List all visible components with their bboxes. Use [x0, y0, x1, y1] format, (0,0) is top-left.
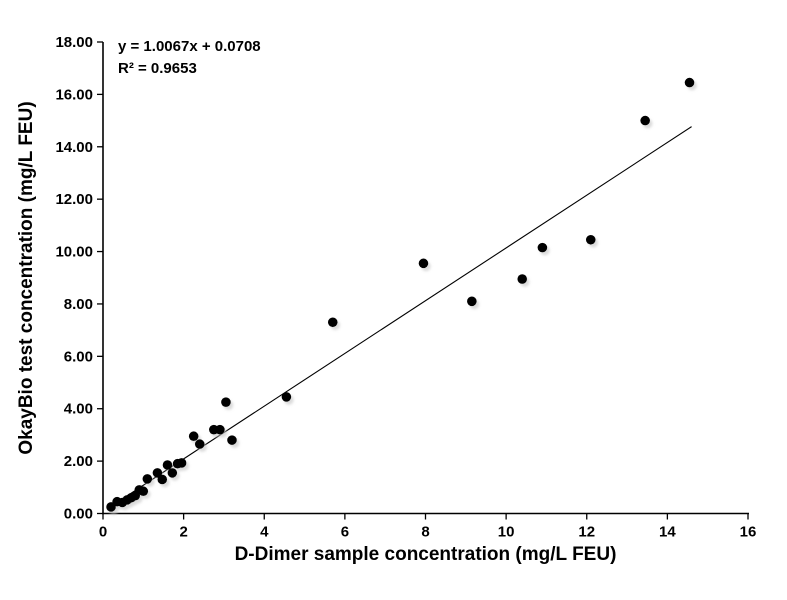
data-point: [281, 392, 292, 402]
data-point: [418, 258, 429, 269]
data-point: [215, 424, 225, 435]
data-point: [517, 274, 528, 284]
x-tick-label: 4: [260, 524, 269, 541]
data-point: [640, 115, 651, 126]
data-point: [152, 468, 163, 478]
data-point: [194, 439, 205, 449]
data-point: [585, 234, 596, 245]
x-tick-label: 12: [578, 524, 595, 541]
x-tick-label: 6: [341, 524, 349, 541]
y-tick-label: 12.00: [55, 191, 93, 208]
y-tick-label: 4.00: [64, 401, 93, 418]
data-point: [221, 397, 231, 407]
data-point: [537, 242, 548, 253]
data-point: [188, 431, 199, 442]
x-tick-label: 8: [421, 524, 429, 541]
x-tick-label: 10: [498, 524, 515, 541]
y-tick-label: 16.00: [55, 86, 93, 103]
data-point: [327, 317, 338, 328]
trendline-equation: y = 1.0067x + 0.0708: [118, 38, 261, 55]
data-point: [157, 474, 168, 485]
x-tick-label: 16: [740, 524, 757, 541]
trendline-annotation: y = 1.0067x + 0.0708 R² = 0.9653: [118, 36, 261, 80]
data-point: [138, 486, 149, 497]
x-axis-title: D-Dimer sample concentration (mg/L FEU): [234, 544, 617, 565]
data-point: [684, 77, 695, 88]
y-tick-label: 18.00: [55, 34, 93, 51]
x-tick-label: 2: [179, 524, 187, 541]
y-tick-label: 14.00: [55, 139, 93, 156]
data-point: [162, 460, 173, 470]
data-point: [467, 296, 477, 307]
data-point: [176, 458, 187, 468]
x-tick-label: 14: [659, 524, 676, 541]
y-tick-label: 0.00: [64, 506, 93, 523]
y-tick-label: 2.00: [64, 453, 93, 470]
data-point: [142, 474, 153, 484]
data-point: [227, 435, 237, 445]
trendline: [110, 126, 692, 507]
y-tick-label: 6.00: [64, 348, 93, 365]
y-tick-label: 10.00: [55, 244, 93, 261]
y-axis-title: OkayBio test concentration (mg/L FEU): [16, 101, 37, 455]
data-points-group: [106, 77, 695, 512]
trendline-r-squared: R² = 0.9653: [118, 60, 197, 77]
y-tick-label: 8.00: [64, 296, 93, 313]
x-tick-label: 0: [99, 524, 107, 541]
data-point: [167, 468, 178, 478]
